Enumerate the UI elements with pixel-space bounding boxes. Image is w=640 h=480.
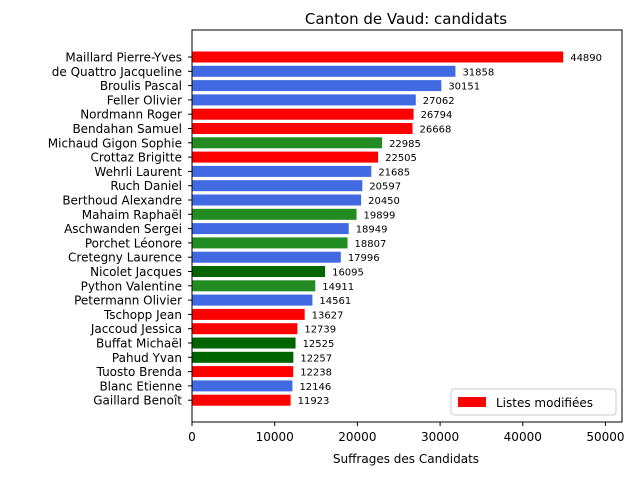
bar-bendahan-samuel <box>192 123 413 134</box>
y-tick-label-gaillard-benoit: Gaillard Benoît <box>93 394 182 408</box>
y-tick-label-mahaim-raphael: Mahaim Raphaël <box>82 208 182 222</box>
x-tick-label: 30000 <box>421 430 459 444</box>
bar-buffat-michael <box>192 337 296 349</box>
value-label-bendahan-samuel: 26668 <box>420 125 452 136</box>
value-label-jaccoud-jessica: 12739 <box>304 325 336 336</box>
bar-gaillard-benoit <box>192 394 291 406</box>
bar-jaccoud-jessica <box>192 323 298 335</box>
bar-de-quattro-jacqueline <box>192 65 456 77</box>
value-label-nordmann-roger: 26794 <box>421 110 453 121</box>
y-tick-label-buffat-michael: Buffat Michaël <box>96 337 182 351</box>
x-tick-label: 50000 <box>586 430 624 444</box>
value-label-porchet-leonore: 18807 <box>355 239 387 250</box>
y-tick-label-petermann-olivier: Petermann Olivier <box>74 294 182 308</box>
bar-michaud-gigon-sophie <box>192 137 383 149</box>
y-tick-label-broulis-pascal: Broulis Pascal <box>100 79 182 93</box>
y-tick-label-blanc-etienne: Blanc Etienne <box>99 379 182 393</box>
value-label-buffat-michael: 12525 <box>303 339 335 350</box>
y-tick-label-crottaz-brigitte: Crottaz Brigitte <box>90 151 182 165</box>
value-label-feller-olivier: 27062 <box>423 96 455 107</box>
chart-title: Canton de Vaud: candidats <box>305 10 507 28</box>
y-tick-label-aschwanden-sergei: Aschwanden Sergei <box>64 222 182 236</box>
plot-frame <box>191 29 623 423</box>
x-tick-label: 10000 <box>256 430 294 444</box>
y-tick-label-de-quattro-jacqueline: de Quattro Jacqueline <box>52 65 182 79</box>
value-label-blanc-etienne: 12146 <box>299 382 331 393</box>
value-label-cretegny-laurence: 17996 <box>348 253 380 264</box>
bar-nordmann-roger <box>192 108 414 120</box>
x-tick-label: 40000 <box>504 430 542 444</box>
bar-python-valentine <box>192 280 316 292</box>
y-tick-label-bendahan-samuel: Bendahan Samuel <box>72 122 182 136</box>
value-label-crottaz-brigitte: 22505 <box>385 153 417 164</box>
bar-mahaim-raphael <box>192 208 357 220</box>
bars-group <box>192 51 564 406</box>
value-label-berthoud-alexandre: 20450 <box>368 196 400 207</box>
bar-petermann-olivier <box>192 294 313 306</box>
value-label-de-quattro-jacqueline: 31858 <box>462 67 494 78</box>
y-tick-label-python-valentine: Python Valentine <box>81 279 182 293</box>
value-label-aschwanden-sergei: 18949 <box>356 225 388 236</box>
value-label-python-valentine: 14911 <box>322 282 354 293</box>
bar-feller-olivier <box>192 94 416 106</box>
y-tick-label-wehrli-laurent: Wehrli Laurent <box>94 165 182 179</box>
y-tick-label-tuosto-brenda: Tuosto Brenda <box>96 365 182 379</box>
bar-maillard-pierre-yves <box>192 51 564 63</box>
y-tick-label-porchet-leonore: Porchet Léonore <box>85 236 182 250</box>
value-label-mahaim-raphael: 19899 <box>364 210 396 221</box>
y-tick-label-feller-olivier: Feller Olivier <box>107 93 182 107</box>
legend-label: Listes modifiées <box>496 396 593 410</box>
bar-blanc-etienne <box>192 380 293 392</box>
value-label-maillard-pierre-yves: 44890 <box>570 53 602 64</box>
y-tick-label-pahud-yvan: Pahud Yvan <box>112 351 182 365</box>
legend: Listes modifiées <box>450 388 617 416</box>
value-label-tschopp-jean: 13627 <box>312 310 344 321</box>
bar-cretegny-laurence <box>192 251 341 263</box>
y-tick-label-nordmann-roger: Nordmann Roger <box>80 108 182 122</box>
y-tick-label-ruch-daniel: Ruch Daniel <box>110 179 182 193</box>
value-label-michaud-gigon-sophie: 22985 <box>389 139 421 150</box>
bar-tschopp-jean <box>192 308 305 320</box>
value-label-tuosto-brenda: 12238 <box>300 368 332 379</box>
value-label-nicolet-jacques: 16095 <box>332 268 364 279</box>
y-tick-label-michaud-gigon-sophie: Michaud Gigon Sophie <box>48 136 182 150</box>
x-axis-label: Suffrages des Candidats <box>333 452 479 466</box>
value-label-petermann-olivier: 14561 <box>319 296 351 307</box>
value-label-pahud-yvan: 12257 <box>300 353 332 364</box>
bar-ruch-daniel <box>192 180 363 192</box>
value-label-gaillard-benoit: 11923 <box>298 396 330 407</box>
y-tick-label-jaccoud-jessica: Jaccoud Jessica <box>90 322 182 336</box>
bar-tuosto-brenda <box>192 366 294 378</box>
x-tick-label: 0 <box>188 430 196 444</box>
bar-pahud-yvan <box>192 351 294 363</box>
bar-crottaz-brigitte <box>192 151 379 163</box>
bar-broulis-pascal <box>192 80 442 92</box>
bar-nicolet-jacques <box>192 266 326 277</box>
value-labels: 44890 31858 30151 27062 26794 26668 22985 22505… <box>298 53 602 407</box>
legend-swatch-listes-modifiees <box>458 397 486 407</box>
y-tick-label-maillard-pierre-yves: Maillard Pierre-Yves <box>65 51 182 65</box>
value-label-broulis-pascal: 30151 <box>448 82 480 93</box>
x-axis-ticks: 0 10000 20000 30000 40000 50000 <box>188 422 625 444</box>
bar-berthoud-alexandre <box>192 194 362 206</box>
y-tick-label-nicolet-jacques: Nicolet Jacques <box>90 265 182 279</box>
x-tick-label: 20000 <box>338 430 376 444</box>
bar-aschwanden-sergei <box>192 223 349 235</box>
value-label-wehrli-laurent: 21685 <box>378 167 410 178</box>
bar-wehrli-laurent <box>192 165 372 177</box>
bar-porchet-leonore <box>192 237 348 249</box>
y-tick-label-berthoud-alexandre: Berthoud Alexandre <box>62 194 182 208</box>
y-tick-label-cretegny-laurence: Cretegny Laurence <box>68 251 182 265</box>
value-label-ruch-daniel: 20597 <box>369 182 401 193</box>
legend-box <box>450 388 617 416</box>
y-tick-label-tschopp-jean: Tschopp Jean <box>103 308 182 322</box>
